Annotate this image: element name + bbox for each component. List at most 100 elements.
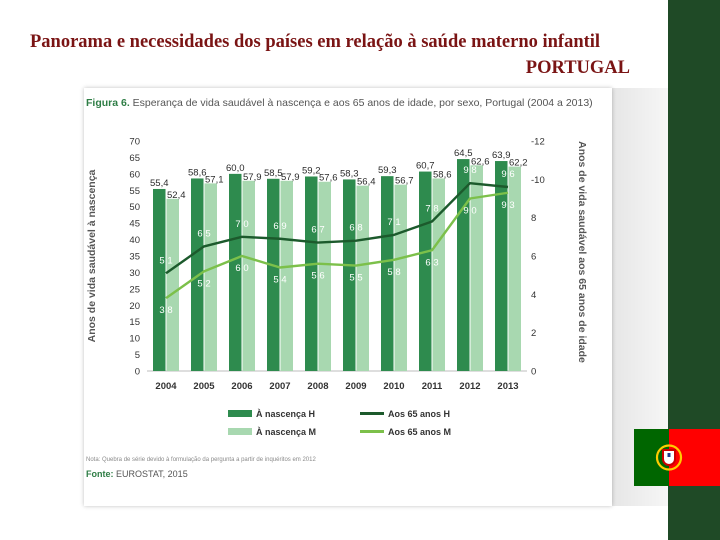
bar-nascenca-h xyxy=(343,179,356,371)
line-value-label-h: 9,8 xyxy=(463,165,476,176)
bar-nascenca-h xyxy=(381,176,394,371)
bar-value-label-m: 57,1 xyxy=(205,174,224,185)
y-tick-label: 45 xyxy=(129,219,140,230)
legend-label: À nascença M xyxy=(256,427,316,437)
bar-value-label-h: 58,5 xyxy=(264,168,283,179)
y-tick-label: 65 xyxy=(129,153,140,164)
y-tick-label: 0 xyxy=(135,367,140,378)
source-text: EUROSTAT, 2015 xyxy=(113,469,188,479)
line-value-label-m: 5,4 xyxy=(273,275,286,286)
y2-tick-label: 8 xyxy=(531,213,536,224)
y-tick-label: 20 xyxy=(129,301,140,312)
y-tick-label: 70 xyxy=(129,137,140,148)
legend-swatch-bar xyxy=(228,410,252,417)
bar-value-label-m: 62,2 xyxy=(509,158,528,169)
bar-nascenca-h xyxy=(267,178,280,371)
source-note: Nota: Quebra de série devido à formulaçã… xyxy=(86,457,316,463)
bar-value-label-m: 57,9 xyxy=(281,172,300,183)
bar-value-label-m: 57,9 xyxy=(243,172,262,183)
x-tick-label: 2005 xyxy=(193,381,215,392)
x-tick-label: 2013 xyxy=(497,381,518,392)
line-65-anos-m xyxy=(165,191,509,300)
line-value-label-m: 5,8 xyxy=(387,267,400,278)
figure-number: Figura 6. xyxy=(86,97,130,109)
bar-nascenca-m xyxy=(166,198,179,371)
line-value-label-h: 9,6 xyxy=(501,169,514,180)
bar-value-label-m: 56,4 xyxy=(357,177,376,188)
line-value-label-m: 6,0 xyxy=(235,263,248,274)
bar-nascenca-h xyxy=(229,173,242,371)
bar-nascenca-h xyxy=(153,188,166,371)
legend-label: Aos 65 anos M xyxy=(388,427,451,437)
y2-tick-label: 2 xyxy=(531,328,536,339)
line-value-label-h: 7,0 xyxy=(235,219,248,230)
bar-value-label-h: 59,2 xyxy=(302,165,321,176)
bar-value-label-m: 56,7 xyxy=(395,176,414,187)
slide-subtitle: PORTUGAL xyxy=(525,58,630,78)
line-value-label-m: 5,6 xyxy=(311,271,324,282)
line-value-label-m: 9,3 xyxy=(501,200,514,211)
y-axis-title: Anos de vida saudável à nascença xyxy=(86,169,98,342)
y2-tick-label: -12 xyxy=(531,137,545,148)
line-value-label-m: 9,0 xyxy=(463,206,476,217)
y-tick-label: 60 xyxy=(129,169,140,180)
bar-nascenca-m xyxy=(204,183,217,371)
x-tick-label: 2008 xyxy=(307,381,328,392)
line-value-label-h: 6,7 xyxy=(311,225,324,236)
x-tick-label: 2009 xyxy=(345,381,366,392)
y-tick-label: 35 xyxy=(129,252,140,263)
bar-value-label-m: 58,6 xyxy=(433,169,452,180)
y-tick-label: 5 xyxy=(135,350,140,361)
bar-value-label-m: 57,6 xyxy=(319,173,338,184)
x-tick-label: 2006 xyxy=(231,381,252,392)
bar-nascenca-m xyxy=(280,180,293,371)
y2-axis-title: Anos de vida saudável aos 65 anos de ida… xyxy=(576,141,588,363)
x-tick-label: 2010 xyxy=(383,381,404,392)
y-tick-label: 25 xyxy=(129,284,140,295)
bar-nascenca-m xyxy=(432,178,445,371)
figure-caption: Figura 6. Esperança de vida saudável à n… xyxy=(86,97,593,109)
line-value-label-h: 6,5 xyxy=(197,228,210,239)
bar-value-label-m: 52,4 xyxy=(167,190,186,201)
bar-nascenca-m xyxy=(356,185,369,371)
x-tick-label: 2004 xyxy=(155,381,177,392)
bar-value-label-h: 60,7 xyxy=(416,161,435,172)
bar-nascenca-m xyxy=(470,165,483,371)
x-tick-label: 2011 xyxy=(422,381,443,392)
line-65-anos-h xyxy=(165,181,509,275)
line-value-label-m: 5,2 xyxy=(197,278,210,289)
legend-label: À nascença H xyxy=(256,409,315,419)
line-value-label-h: 5,1 xyxy=(159,255,172,266)
slide-title: Panorama e necessidades dos países em re… xyxy=(30,32,601,52)
x-tick-label: 2012 xyxy=(459,381,480,392)
bar-value-label-h: 63,9 xyxy=(492,150,511,161)
source-label: Fonte: xyxy=(86,469,114,479)
line-value-label-h: 6,9 xyxy=(273,221,286,232)
bar-nascenca-h xyxy=(419,171,432,371)
y2-tick-label: 4 xyxy=(531,290,536,301)
bar-value-label-h: 64,5 xyxy=(454,148,473,159)
line-value-label-m: 5,5 xyxy=(349,273,362,284)
bar-value-label-h: 60,0 xyxy=(226,163,245,174)
x-tick-label: 2007 xyxy=(269,381,290,392)
bar-value-label-h: 58,3 xyxy=(340,168,359,179)
bar-nascenca-h xyxy=(495,161,508,371)
y-tick-label: 55 xyxy=(129,186,140,197)
bar-nascenca-m xyxy=(242,180,255,371)
y2-tick-label: 0 xyxy=(531,367,536,378)
y-tick-label: 15 xyxy=(129,317,140,328)
bar-nascenca-m xyxy=(318,181,331,371)
source: Fonte: EUROSTAT, 2015 xyxy=(86,469,188,479)
bar-value-label-h: 55,4 xyxy=(150,178,169,189)
line-value-label-h: 7,1 xyxy=(387,217,400,228)
line-value-label-h: 6,8 xyxy=(349,223,362,234)
legend-label: Aos 65 anos H xyxy=(388,409,450,419)
y-tick-label: 10 xyxy=(129,334,140,345)
line-value-label-m: 6,3 xyxy=(425,257,438,268)
y-tick-label: 40 xyxy=(129,235,140,246)
line-value-label-h: 7,8 xyxy=(425,204,438,215)
bar-value-label-h: 59,3 xyxy=(378,165,397,176)
bar-nascenca-m xyxy=(508,166,521,371)
line-value-label-m: 3,8 xyxy=(159,305,172,316)
